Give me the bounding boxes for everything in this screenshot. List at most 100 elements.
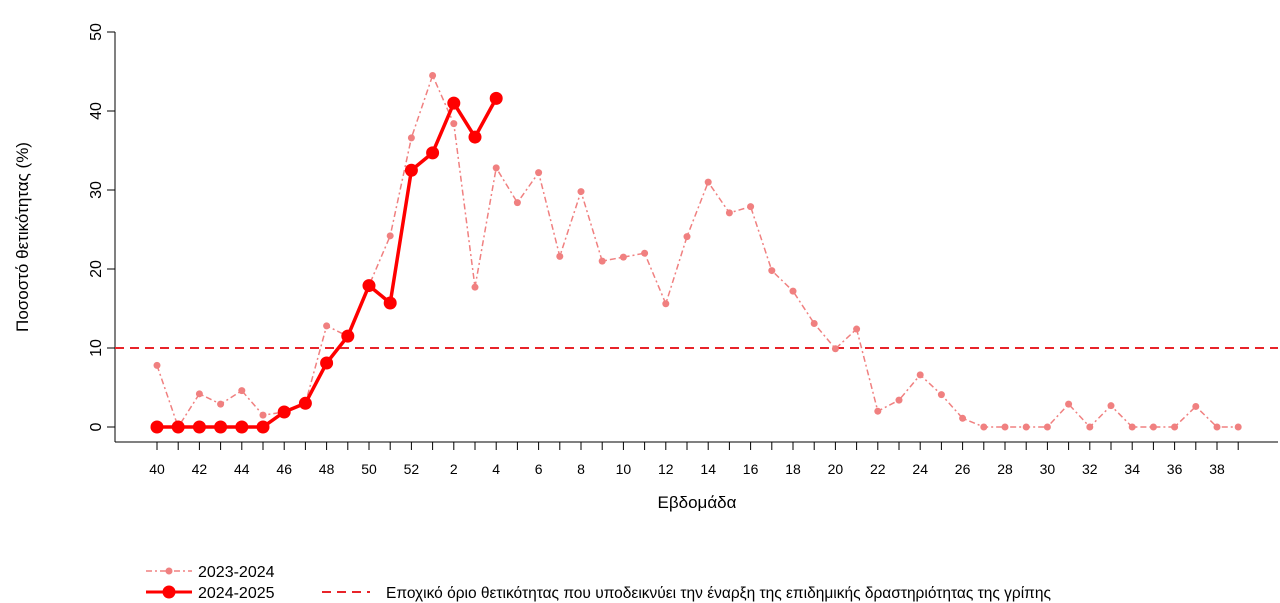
data-point-2023-2024 — [323, 322, 331, 330]
data-point-2024-2025 — [192, 420, 206, 434]
x-tick-label: 4 — [492, 461, 500, 477]
x-tick-label: 40 — [149, 461, 165, 477]
data-point-2023-2024 — [259, 411, 267, 419]
data-point-2023-2024 — [535, 169, 543, 177]
data-point-2023-2024 — [513, 199, 521, 207]
data-point-2023-2024 — [725, 209, 733, 217]
data-point-2023-2024 — [1001, 423, 1009, 431]
data-point-2023-2024 — [1043, 423, 1051, 431]
data-point-2023-2024 — [492, 164, 500, 172]
data-point-2023-2024 — [747, 203, 755, 211]
data-point-2023-2024 — [1107, 402, 1115, 410]
x-tick-label: 42 — [192, 461, 208, 477]
data-point-2024-2025 — [489, 91, 503, 105]
data-point-2023-2024 — [895, 396, 903, 404]
y-tick-label: 50 — [88, 23, 105, 41]
x-tick-label: 32 — [1082, 461, 1098, 477]
data-point-2023-2024 — [577, 188, 585, 196]
data-point-2023-2024 — [1065, 400, 1073, 408]
data-point-2023-2024 — [1234, 423, 1242, 431]
legend-label-threshold: Εποχικό όριο θετικότητας που υποδεικνύει… — [386, 585, 1051, 602]
data-point-2023-2024 — [386, 232, 394, 240]
data-point-2023-2024 — [153, 361, 161, 369]
data-point-2023-2024 — [471, 283, 479, 291]
data-point-2023-2024 — [683, 233, 691, 241]
y-tick-label: 40 — [88, 102, 105, 120]
data-point-2023-2024 — [1022, 423, 1030, 431]
data-point-2023-2024 — [916, 371, 924, 379]
x-tick-label: 28 — [997, 461, 1013, 477]
legend-label-2023-2024: 2023-2024 — [198, 564, 275, 581]
data-point-2024-2025 — [320, 356, 334, 370]
data-point-2023-2024 — [556, 252, 564, 260]
y-tick-label: 0 — [88, 422, 105, 431]
legend-marker-2023-2024 — [165, 567, 173, 575]
data-point-2023-2024 — [450, 120, 458, 128]
x-tick-label: 30 — [1040, 461, 1056, 477]
y-tick-label: 10 — [88, 339, 105, 357]
x-tick-label: 38 — [1209, 461, 1225, 477]
data-point-2023-2024 — [238, 387, 246, 395]
data-point-2023-2024 — [1192, 402, 1200, 410]
data-point-2024-2025 — [468, 130, 482, 144]
data-point-2023-2024 — [662, 300, 670, 308]
data-point-2024-2025 — [362, 279, 376, 293]
legend-label-2024-2025: 2024-2025 — [198, 585, 275, 602]
data-point-2023-2024 — [831, 345, 839, 353]
y-tick-label: 30 — [88, 181, 105, 199]
data-point-2023-2024 — [1128, 423, 1136, 431]
x-tick-label: 22 — [870, 461, 886, 477]
data-point-2024-2025 — [341, 329, 355, 343]
x-tick-label: 50 — [361, 461, 377, 477]
data-point-2023-2024 — [1086, 423, 1094, 431]
data-point-2024-2025 — [150, 420, 164, 434]
data-point-2023-2024 — [429, 71, 437, 79]
x-tick-label: 16 — [743, 461, 759, 477]
x-tick-label: 12 — [658, 461, 674, 477]
series-line-2023-2024 — [156, 74, 1239, 428]
data-point-2024-2025 — [214, 420, 228, 434]
data-point-2024-2025 — [404, 163, 418, 177]
x-tick-label: 48 — [319, 461, 335, 477]
data-point-2023-2024 — [959, 414, 967, 422]
data-point-2023-2024 — [641, 249, 649, 257]
data-point-2023-2024 — [195, 390, 203, 398]
series-line-2024-2025 — [157, 97, 498, 429]
x-tick-label: 52 — [404, 461, 420, 477]
data-point-2023-2024 — [598, 257, 606, 265]
x-tick-label: 26 — [955, 461, 971, 477]
x-tick-label: 14 — [700, 461, 716, 477]
x-tick-label: 46 — [276, 461, 292, 477]
legend: 2023-2024 2024-2025 Εποχικό όριο θετικότ… — [146, 564, 1051, 602]
x-tick-label: 8 — [577, 461, 585, 477]
x-ticks: 40 42 44 46 48 50 52 2 4 6 8 10 12 14 16 18 20 22 24 26 28 30… — [149, 442, 1239, 477]
data-point-2023-2024 — [217, 400, 225, 408]
x-tick-label: 24 — [912, 461, 928, 477]
data-point-2023-2024 — [853, 325, 861, 333]
data-point-2024-2025 — [256, 420, 270, 434]
data-point-2023-2024 — [768, 267, 776, 275]
legend-marker-2024-2025 — [162, 585, 176, 599]
data-point-2023-2024 — [874, 407, 882, 415]
data-point-2024-2025 — [447, 96, 461, 110]
data-point-2023-2024 — [619, 253, 627, 261]
data-point-2023-2024 — [810, 320, 818, 328]
data-point-2023-2024 — [1149, 423, 1157, 431]
x-tick-label: 34 — [1124, 461, 1140, 477]
y-tick-label: 20 — [88, 260, 105, 278]
data-point-2024-2025 — [383, 296, 397, 310]
x-tick-label: 36 — [1167, 461, 1183, 477]
x-tick-label: 44 — [234, 461, 250, 477]
y-axis-title: Ποσοστό θετικότητας (%) — [13, 142, 32, 332]
x-tick-label: 10 — [616, 461, 632, 477]
y-ticks: 0 10 20 30 40 50 — [88, 23, 115, 431]
data-point-2023-2024 — [980, 423, 988, 431]
data-point-2023-2024 — [704, 178, 712, 186]
data-point-2023-2024 — [1213, 423, 1221, 431]
data-point-2023-2024 — [1171, 423, 1179, 431]
x-tick-label: 2 — [450, 461, 458, 477]
data-point-2023-2024 — [937, 391, 945, 399]
series-layer — [150, 71, 1242, 434]
data-point-2024-2025 — [277, 405, 291, 419]
